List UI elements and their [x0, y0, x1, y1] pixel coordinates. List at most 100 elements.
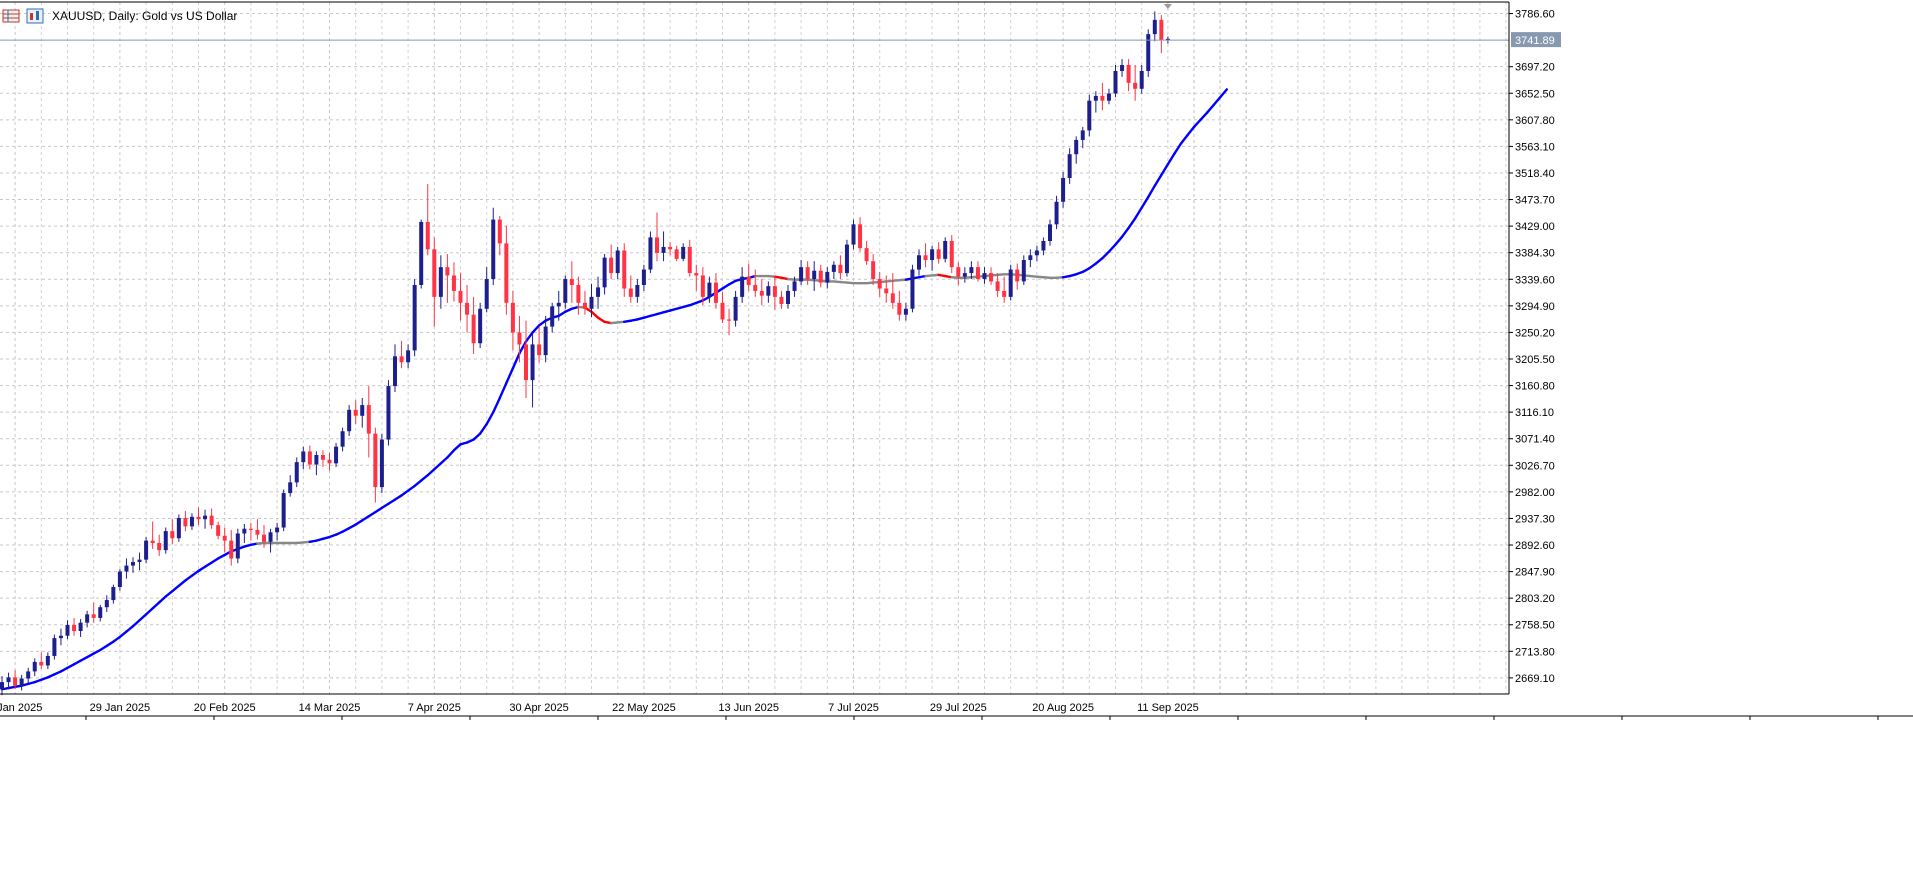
- candle: [1002, 276, 1007, 303]
- candle: [1048, 219, 1052, 246]
- candle: [1080, 126, 1085, 149]
- candle: [393, 344, 397, 392]
- candle: [58, 628, 63, 646]
- candle-body: [844, 244, 849, 274]
- candle: [707, 276, 712, 303]
- candle-body: [858, 224, 863, 249]
- candle: [222, 527, 227, 553]
- candle-body: [681, 246, 686, 259]
- candle: [890, 273, 895, 309]
- candle-body: [1080, 130, 1085, 140]
- price-axis[interactable]: 3786.60 3697.20 3652.50 3607.80 3563.10 3518.…: [1509, 9, 1561, 685]
- candle: [962, 267, 967, 283]
- candle-body: [641, 269, 646, 285]
- candle: [733, 290, 738, 327]
- candle: [189, 513, 194, 530]
- ma-segment: [203, 561, 213, 568]
- candle: [360, 397, 365, 428]
- candle: [301, 446, 306, 470]
- candle: [563, 275, 568, 309]
- candle: [131, 557, 135, 573]
- candle: [320, 450, 325, 467]
- candle: [687, 239, 692, 277]
- ma-segment: [118, 630, 128, 639]
- candle: [144, 537, 149, 564]
- candle-body: [334, 446, 339, 464]
- ma-segment: [1160, 163, 1170, 177]
- candle-body: [353, 409, 358, 416]
- candle: [478, 302, 483, 348]
- candle: [1106, 88, 1111, 105]
- candle: [1113, 65, 1118, 98]
- ma-segment: [144, 607, 154, 616]
- candle: [91, 602, 96, 623]
- candle-body: [1067, 154, 1072, 178]
- candle-body: [510, 302, 515, 333]
- candle: [700, 267, 705, 306]
- ma-segment: [478, 422, 488, 435]
- candle: [117, 569, 122, 591]
- candle: [838, 255, 843, 280]
- time-axis[interactable]: 7 Jan 2025 29 Jan 2025 20 Feb 2025 14 Mar 2…: [0, 702, 1879, 720]
- candle-body: [1152, 19, 1157, 35]
- candle-body: [320, 455, 325, 460]
- candle: [399, 340, 404, 369]
- candle: [1034, 245, 1039, 262]
- candle-body: [203, 515, 208, 520]
- candle: [596, 276, 601, 309]
- candle-body: [229, 540, 234, 559]
- candle: [438, 255, 443, 309]
- candle-body: [576, 284, 581, 303]
- price-tick-label: 3607.80: [1515, 115, 1555, 127]
- candle-body: [262, 534, 266, 542]
- candle-body: [19, 678, 24, 686]
- price-tick-label: 3384.30: [1515, 248, 1555, 260]
- ma-segment: [125, 625, 135, 633]
- ma-segment: [380, 502, 390, 510]
- time-tick-label: 7 Apr 2025: [408, 702, 461, 714]
- candle: [858, 217, 863, 252]
- candle-body: [1146, 34, 1151, 71]
- candle-body: [890, 293, 895, 303]
- candle: [196, 507, 201, 526]
- candle: [537, 326, 542, 363]
- candle-body: [936, 249, 941, 259]
- candle-body: [753, 284, 758, 291]
- candle: [582, 290, 587, 315]
- candle-body: [242, 528, 247, 534]
- candle-body: [864, 248, 869, 262]
- candle-body: [91, 614, 96, 618]
- candle: [982, 267, 987, 284]
- candle-body: [694, 273, 699, 276]
- candle: [1008, 264, 1013, 301]
- candle: [779, 290, 784, 309]
- candle-body: [268, 532, 273, 542]
- ma-segment: [151, 601, 161, 610]
- candle: [458, 273, 463, 321]
- ma-segment: [216, 553, 226, 560]
- candle-body: [425, 221, 430, 250]
- candle: [176, 514, 181, 542]
- candle-body: [222, 535, 227, 541]
- moving-average-line: [0, 88, 1229, 691]
- candle-body: [216, 525, 221, 536]
- ma-segment: [99, 644, 109, 652]
- ma-segment: [472, 432, 482, 441]
- candle-body: [897, 302, 902, 315]
- candle-body: [602, 257, 607, 288]
- candle-body: [661, 246, 666, 253]
- candle: [609, 244, 614, 280]
- candle: [917, 249, 921, 276]
- candle: [897, 290, 902, 321]
- current-price-label: 3741.89: [1515, 35, 1555, 47]
- candle: [288, 475, 293, 497]
- time-tick-label: 30 Apr 2025: [509, 702, 568, 714]
- ma-segment: [387, 498, 397, 505]
- candle-body: [975, 267, 980, 280]
- chart-menu-icon[interactable]: [2, 8, 20, 24]
- ma-segment: [1120, 226, 1130, 239]
- candle: [229, 529, 234, 566]
- chart-symbol-icon[interactable]: [26, 8, 44, 24]
